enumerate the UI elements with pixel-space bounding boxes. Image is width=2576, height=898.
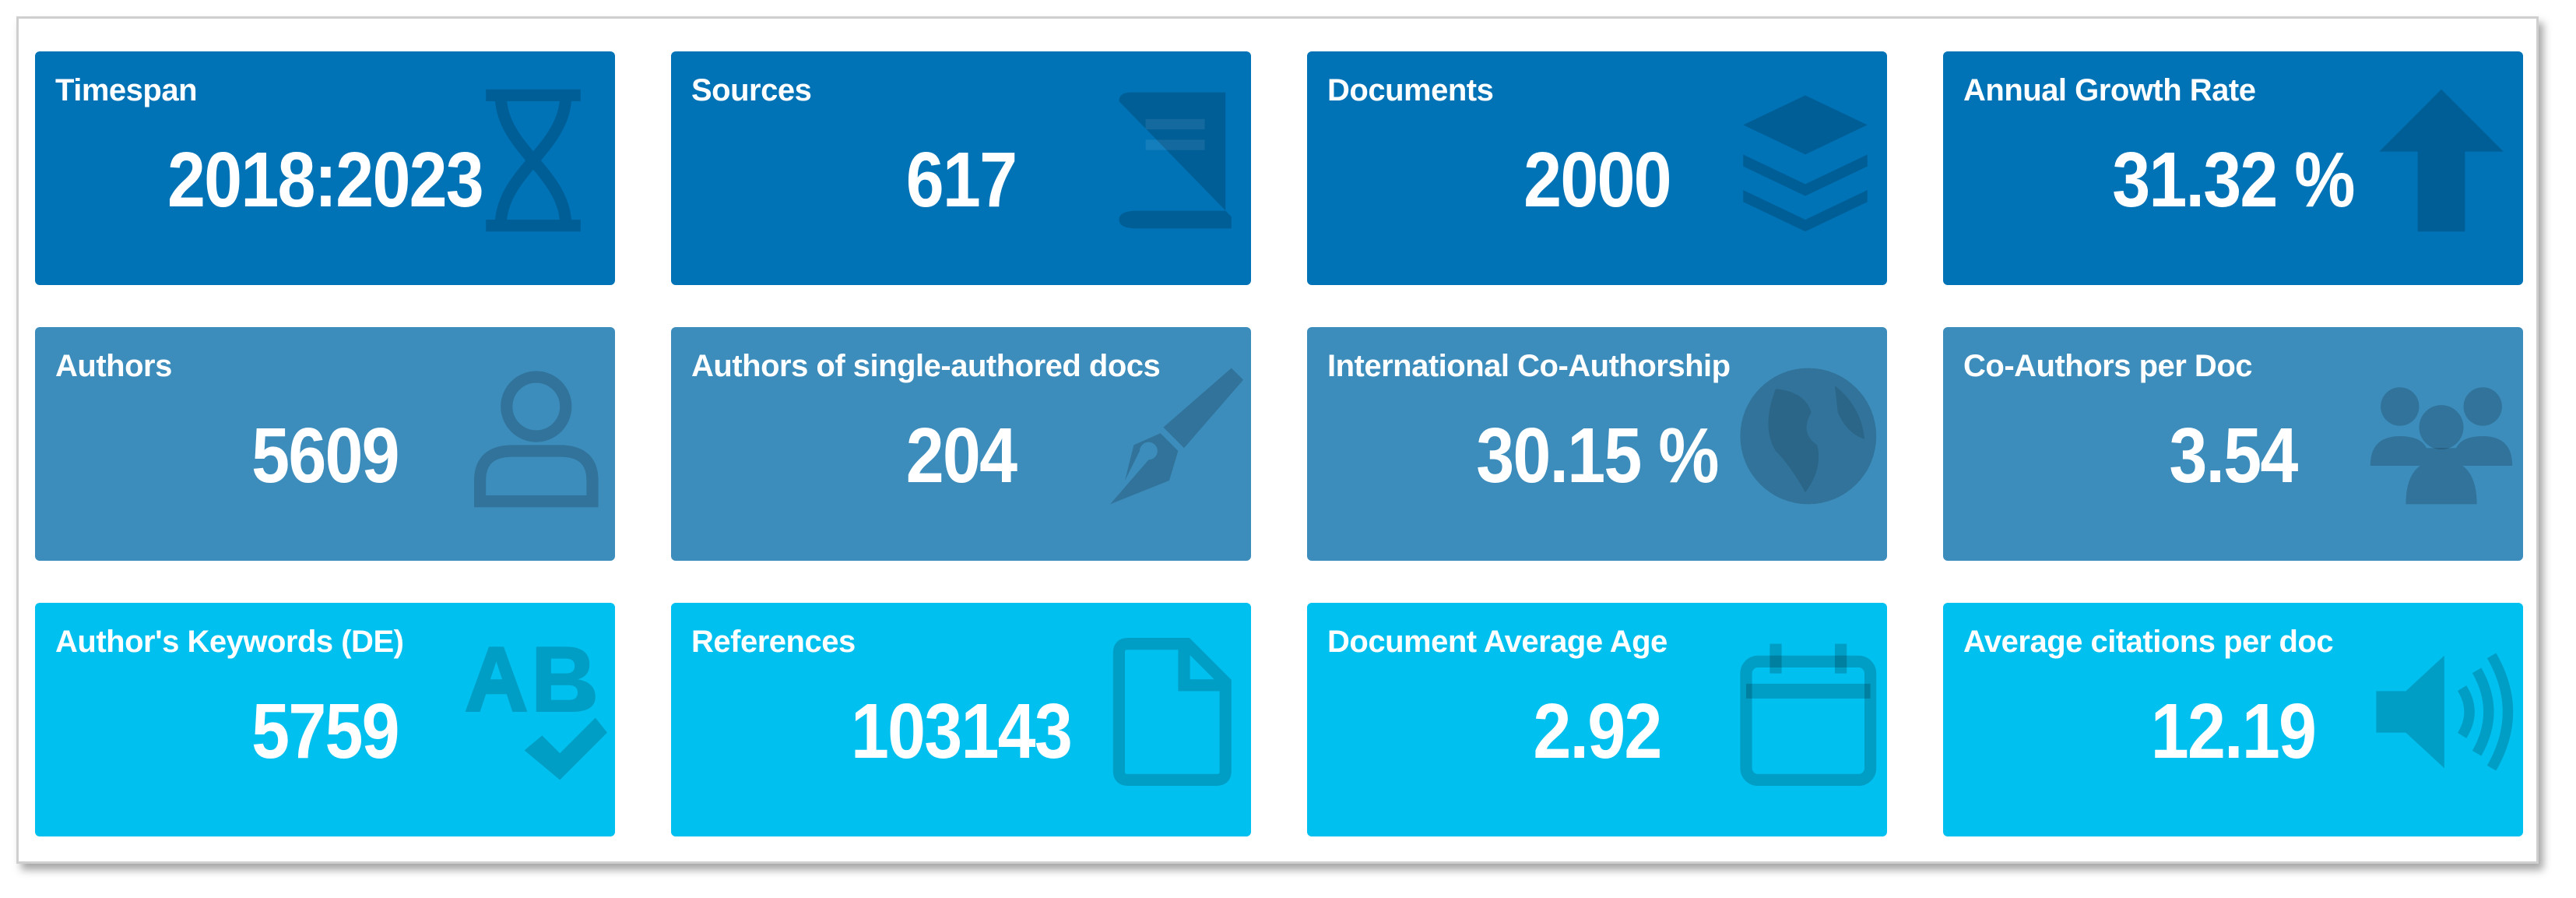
info-box-value: 31.32 % [2112,136,2355,224]
info-box-value: 12.19 [2150,688,2317,775]
info-box-icon [2376,653,2514,771]
info-box-icon [1119,92,1232,229]
info-box-value: 3.54 [2169,412,2298,499]
info-box-icon [486,89,581,232]
info-box: Authors of single-authored docs 204 [671,327,1251,561]
info-box-value: 2000 [1523,136,1671,224]
info-box-value: 103143 [850,688,1073,775]
info-box-title: Average citations per doc [1963,625,2334,659]
info-box-title: International Co-Authorship [1327,349,1731,383]
info-box: Co-Authors per Doc 3.54 [1943,327,2523,561]
info-box-icon [1112,638,1232,786]
info-box-icon [465,646,607,780]
info-box-icon [1110,368,1243,505]
info-box-title: References [691,625,856,659]
info-box-title: Authors of single-authored docs [691,349,1161,383]
info-box-title: Sources [691,73,812,107]
info-box: Document Average Age 2.92 [1307,603,1887,836]
info-box-title: Documents [1327,73,1494,107]
info-box-value: 30.15 % [1476,412,1719,499]
info-box: Timespan 2018:2023 [35,51,615,285]
info-box-icon [2370,387,2513,505]
info-box-value: 2.92 [1533,688,1662,775]
info-box-title: Authors [55,349,172,383]
info-box: Sources 617 [671,51,1251,285]
info-box: Annual Growth Rate 31.32 % [1943,51,2523,285]
info-box-icon [2379,89,2504,232]
info-box-title: Author's Keywords (DE) [55,625,404,659]
info-box: Documents 2000 [1307,51,1887,285]
info-box-value: 5609 [251,412,399,499]
info-box: Author's Keywords (DE) 5759 [35,603,615,836]
info-box-value: 617 [905,136,1017,224]
info-box-value: 2018:2023 [167,136,484,224]
info-box-title: Document Average Age [1327,625,1668,659]
info-box-icon [474,371,599,508]
info-box: Authors 5609 [35,327,615,561]
info-box-title: Co-Authors per Doc [1963,349,2253,383]
info-box-icon [1743,95,1868,232]
info-box: International Co-Authorship 30.15 % [1307,327,1887,561]
info-box: References 103143 [671,603,1251,836]
info-box: Average citations per doc 12.19 [1943,603,2523,836]
info-box-icon [1740,643,1877,786]
info-box-icon [1740,368,1877,505]
info-box-value: 204 [905,412,1017,499]
info-box-title: Annual Growth Rate [1963,73,2256,107]
info-box-value: 5759 [251,688,399,775]
dashboard-frame: Timespan 2018:2023 Sources 617 Documents 2000… [16,16,2539,864]
info-box-title: Timespan [55,73,198,107]
